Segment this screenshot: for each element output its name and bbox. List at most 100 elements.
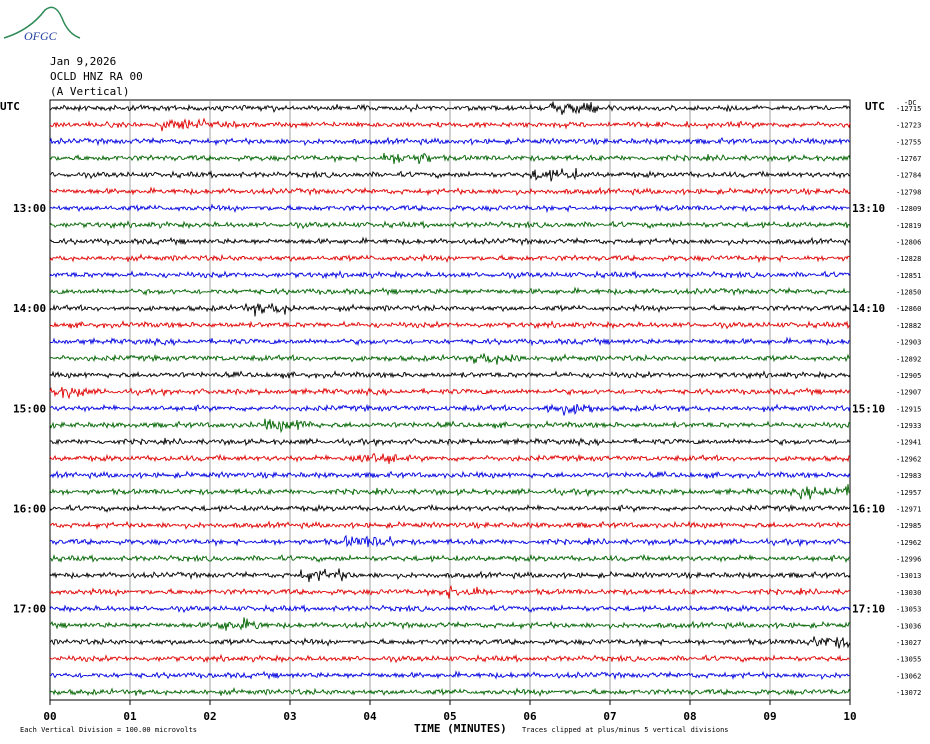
- x-tick-label: 04: [363, 710, 377, 723]
- row-offset: -12755: [896, 138, 921, 146]
- row-offset: -12715: [896, 105, 921, 113]
- row-offset: -12767: [896, 155, 921, 163]
- trace: [49, 418, 851, 434]
- row-offset: -13013: [896, 572, 921, 580]
- trace: [49, 167, 851, 182]
- trace: [49, 253, 851, 264]
- dc-label: -DC: [904, 99, 917, 107]
- row-offset: -12905: [896, 372, 921, 380]
- left-hour-label: 14:00: [13, 302, 46, 315]
- right-hour-label: 16:10: [852, 502, 885, 515]
- row-offset: -12860: [896, 305, 921, 313]
- right-hour-label: 13:10: [852, 202, 885, 215]
- left-hour-label: 17:00: [13, 603, 46, 616]
- right-hour-label: 17:10: [852, 603, 885, 616]
- trace: [49, 152, 851, 165]
- row-offset: -13062: [896, 672, 921, 680]
- row-offset: -12798: [896, 188, 921, 196]
- row-offset: -12907: [896, 389, 921, 397]
- row-offset: -12828: [896, 255, 921, 263]
- row-offset: -12983: [896, 472, 921, 480]
- row-offset: -12806: [896, 238, 921, 246]
- header-line: OCLD HNZ RA 00: [50, 70, 143, 83]
- logo-curve: [3, 6, 81, 39]
- row-offset: -12957: [896, 489, 921, 497]
- trace: [50, 584, 851, 599]
- row-offset: -12915: [896, 405, 921, 413]
- row-offset: -12809: [896, 205, 921, 213]
- trace: [49, 220, 851, 230]
- x-tick-label: 01: [123, 710, 137, 723]
- trace: [49, 437, 851, 448]
- row-offset: -12784: [896, 172, 921, 180]
- row-offset: -12971: [896, 505, 921, 513]
- row-offset: -12851: [896, 272, 921, 280]
- trace: [49, 686, 851, 697]
- trace: [49, 236, 851, 247]
- trace: [49, 101, 851, 115]
- trace: [49, 653, 851, 664]
- right-hour-label: 15:10: [852, 402, 885, 415]
- trace: [49, 386, 851, 400]
- trace: [49, 403, 851, 416]
- trace: [49, 336, 851, 347]
- trace: [49, 604, 851, 614]
- left-hour-label: 16:00: [13, 502, 46, 515]
- trace: [49, 670, 851, 681]
- trace: [49, 353, 851, 365]
- row-offset: -13030: [896, 589, 921, 597]
- footer-scale: Each Vertical Division = 100.00 microvol…: [20, 726, 197, 734]
- right-unit: UTC: [865, 100, 885, 113]
- x-axis-title: TIME (MINUTES): [414, 722, 507, 735]
- trace: [49, 303, 851, 317]
- trace: [49, 470, 851, 480]
- trace: [49, 136, 851, 147]
- row-offset: -12933: [896, 422, 921, 430]
- right-hour-label: 14:10: [852, 302, 885, 315]
- trace: [49, 319, 851, 330]
- trace: [49, 553, 851, 564]
- row-offset: -12985: [896, 522, 921, 530]
- row-offset: -12962: [896, 455, 921, 463]
- row-offset: -12819: [896, 222, 921, 230]
- row-offset: -13036: [896, 622, 921, 630]
- trace: [49, 636, 851, 649]
- trace: [49, 203, 851, 214]
- trace: [49, 452, 851, 464]
- x-tick-label: 00: [43, 710, 56, 723]
- trace: [49, 483, 851, 500]
- row-offset: -12723: [896, 122, 921, 130]
- row-offset: -12941: [896, 439, 921, 447]
- row-offset: -13053: [896, 606, 921, 614]
- trace: [49, 617, 851, 631]
- trace: [49, 286, 851, 297]
- row-offset: -12903: [896, 339, 921, 347]
- x-tick-label: 06: [523, 710, 537, 723]
- footer-clip: Traces clipped at plus/minus 5 vertical …: [522, 726, 729, 734]
- x-tick-label: 07: [603, 710, 616, 723]
- x-tick-label: 05: [443, 710, 456, 723]
- header-line: (A Vertical): [50, 85, 129, 98]
- logo-text: OFGC: [24, 29, 58, 43]
- x-tick-label: 03: [283, 710, 296, 723]
- trace: [49, 568, 851, 583]
- header-line: Jan 9,2026: [50, 55, 116, 68]
- row-offset: -12892: [896, 355, 921, 363]
- trace: [49, 117, 851, 132]
- left-hour-label: 13:00: [13, 202, 46, 215]
- left-unit: UTC: [0, 100, 20, 113]
- trace: [49, 503, 851, 514]
- left-hour-label: 15:00: [13, 402, 46, 415]
- trace: [49, 534, 851, 548]
- x-tick-label: 10: [843, 710, 856, 723]
- trace: [49, 269, 851, 280]
- row-offset: -13072: [896, 689, 921, 697]
- row-offset: -12850: [896, 289, 921, 297]
- x-tick-label: 02: [203, 710, 216, 723]
- row-offset: -12962: [896, 539, 921, 547]
- row-offset: -13027: [896, 639, 921, 647]
- trace: [49, 370, 851, 380]
- x-tick-label: 08: [683, 710, 696, 723]
- row-offset: -13055: [896, 656, 921, 664]
